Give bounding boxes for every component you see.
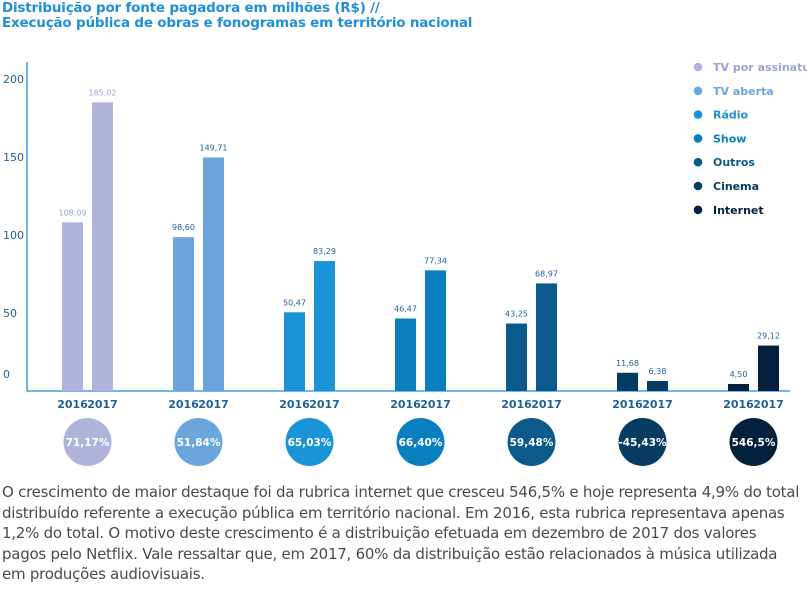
- growth-circle-4: [507, 418, 556, 466]
- x-tick-label-2016: 2016: [279, 398, 310, 411]
- legend-label-6: Internet: [713, 204, 764, 217]
- legend-dot-3: [693, 134, 703, 143]
- bar-2016-5: [617, 372, 638, 391]
- growth-circle-1: [174, 418, 223, 466]
- growth-label-3: 66,40%: [399, 437, 443, 449]
- x-tick-label-2016: 2016: [168, 398, 199, 411]
- value-label-2017-5: 6,38: [649, 367, 667, 376]
- value-label-2016-5: 11,68: [616, 359, 639, 368]
- x-tick-label-2016: 2016: [390, 398, 421, 411]
- growth-circle-5: [618, 418, 667, 466]
- bar-2017-6: [758, 345, 779, 391]
- value-label-2017-3: 77,34: [424, 256, 447, 265]
- x-tick-label-2017: 2017: [420, 398, 451, 411]
- x-tick-label-2017: 2017: [753, 398, 784, 411]
- legend-label-3: Show: [713, 132, 746, 145]
- bar-2017-5: [647, 381, 668, 391]
- x-tick-label-2017: 2017: [198, 398, 229, 411]
- bar-2017-0: [92, 102, 113, 391]
- legend-dot-6: [693, 205, 703, 215]
- bar-2016-0: [62, 222, 83, 391]
- growth-label-2: 65,03%: [288, 437, 332, 449]
- y-tick-label: 50: [3, 307, 17, 320]
- y-tick-label: 200: [3, 73, 24, 86]
- growth-circle-2: [285, 418, 334, 466]
- growth-label-4: 59,48%: [510, 437, 554, 449]
- bar-2017-2: [314, 261, 335, 391]
- legend-label-2: Rádio: [713, 109, 749, 122]
- bar-2017-3: [425, 270, 446, 391]
- value-label-2016-3: 46,47: [394, 305, 417, 314]
- x-tick-label-2017: 2017: [531, 398, 562, 411]
- bar-2017-4: [536, 283, 557, 391]
- growth-label-6: 546,5%: [732, 437, 776, 449]
- bar-2016-1: [173, 237, 194, 391]
- value-label-2016-6: 4,50: [730, 370, 748, 379]
- y-tick-label: 150: [3, 151, 24, 164]
- value-label-2017-1: 149,71: [200, 143, 228, 152]
- y-tick-label: 0: [3, 368, 10, 381]
- value-label-2017-2: 83,29: [313, 247, 336, 256]
- bar-2016-4: [506, 323, 527, 391]
- legend-dot-1: [693, 86, 703, 96]
- bar-2016-6: [728, 383, 749, 391]
- legend-dot-2: [693, 110, 703, 119]
- growth-circle-0: [63, 418, 112, 466]
- legend-dot-0: [693, 62, 703, 72]
- x-tick-label-2017: 2017: [309, 398, 340, 411]
- value-label-2017-6: 29,12: [757, 332, 780, 341]
- value-label-2017-4: 68,97: [535, 269, 558, 278]
- legend-label-4: Outros: [713, 156, 755, 169]
- bar-2016-3: [395, 318, 416, 391]
- value-label-2016-0: 108,09: [59, 208, 87, 217]
- x-tick-label-2017: 2017: [642, 398, 673, 411]
- bar-2016-2: [284, 312, 305, 391]
- bar-2017-1: [203, 157, 224, 391]
- legend-label-5: Cinema: [713, 180, 759, 193]
- value-label-2016-2: 50,47: [283, 298, 306, 307]
- chart-title-line1: Distribuição por fonte pagadora em milhõ…: [2, 0, 380, 16]
- x-tick-label-2016: 2016: [723, 398, 754, 411]
- chart-title-line2: Execução pública de obras e fonogramas e…: [2, 15, 473, 31]
- value-label-2017-0: 185,02: [89, 88, 117, 97]
- legend-label-1: TV aberta: [713, 85, 774, 98]
- growth-label-1: 51,84%: [177, 437, 221, 449]
- value-label-2016-1: 98,60: [172, 223, 195, 232]
- growth-circle-3: [396, 418, 445, 466]
- x-tick-label-2016: 2016: [501, 398, 532, 411]
- x-tick-label-2016: 2016: [57, 398, 88, 411]
- legend-label-0: TV por assinatura: [713, 61, 807, 74]
- x-tick-label-2017: 2017: [87, 398, 118, 411]
- legend-dot-5: [693, 181, 703, 191]
- legend-dot-4: [693, 157, 703, 167]
- growth-label-5: -45,43%: [618, 437, 667, 449]
- y-tick-label: 100: [3, 229, 24, 242]
- growth-label-0: 71,17%: [66, 437, 110, 449]
- description-text: O crescimento de maior destaque foi da r…: [2, 483, 800, 583]
- value-label-2016-4: 43,25: [505, 310, 528, 319]
- x-tick-label-2016: 2016: [612, 398, 643, 411]
- growth-circle-6: [729, 418, 778, 466]
